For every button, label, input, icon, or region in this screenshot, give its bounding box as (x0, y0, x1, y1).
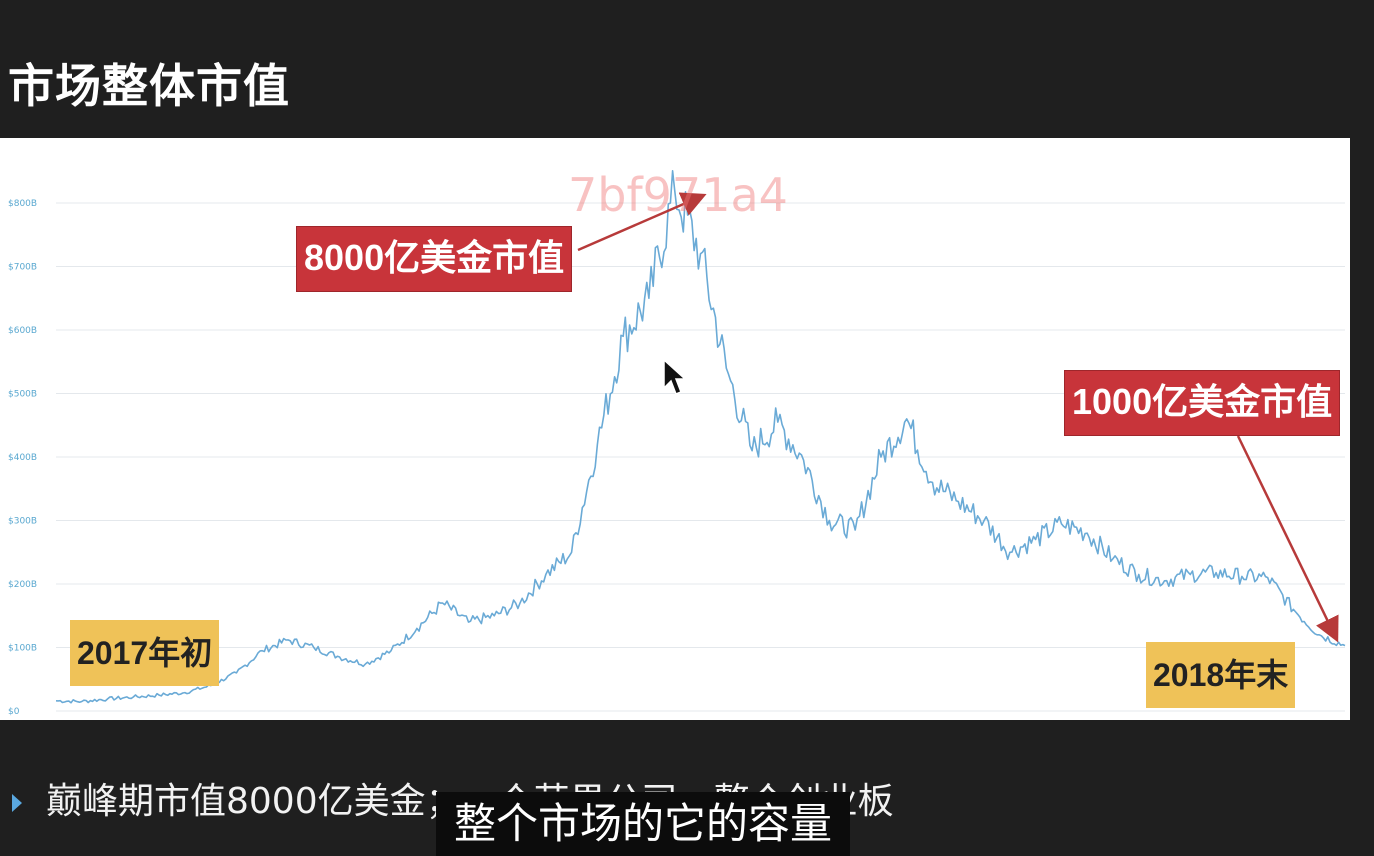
chart-panel: $0 $100B $200B $300B $400B $500B $600B $700B $80… (0, 138, 1350, 720)
y-tick-label: $400B (8, 453, 37, 463)
y-tick-label: $600B (8, 326, 37, 336)
peak-callout: 8000亿美金市值 (296, 226, 573, 292)
y-tick-label: $100B (8, 644, 37, 654)
mouse-cursor-icon (663, 358, 686, 395)
end-callout: 1000亿美金市值 (1064, 370, 1341, 436)
bullet-arrow-icon (12, 794, 22, 812)
video-subtitle: 整个市场的它的容量 (436, 792, 851, 856)
watermark: 7bf971a4 (568, 168, 788, 222)
annotation-arrows (577, 192, 1339, 643)
chart-grid (56, 202, 1345, 712)
y-tick-label: $500B (8, 390, 37, 400)
end-arrow (1236, 435, 1339, 643)
y-tick-label: $300B (8, 517, 37, 527)
series-line (55, 170, 1346, 704)
y-tick-label: $700B (8, 263, 37, 273)
market-cap-chart: $0 $100B $200B $300B $400B $500B $600B $700B $80… (8, 170, 1346, 717)
slide-title: 市场整体市值 (8, 59, 290, 113)
y-axis-ticks: $0 $100B $200B $300B $400B $500B $600B $700B $80… (8, 199, 37, 717)
y-tick-label: $200B (8, 580, 37, 590)
y-tick-label: $800B (8, 199, 37, 209)
start-tag: 2017年初 (70, 620, 220, 686)
y-tick-label: $0 (8, 707, 20, 717)
peak-arrow (577, 192, 707, 252)
end-tag: 2018年末 (1146, 642, 1296, 708)
